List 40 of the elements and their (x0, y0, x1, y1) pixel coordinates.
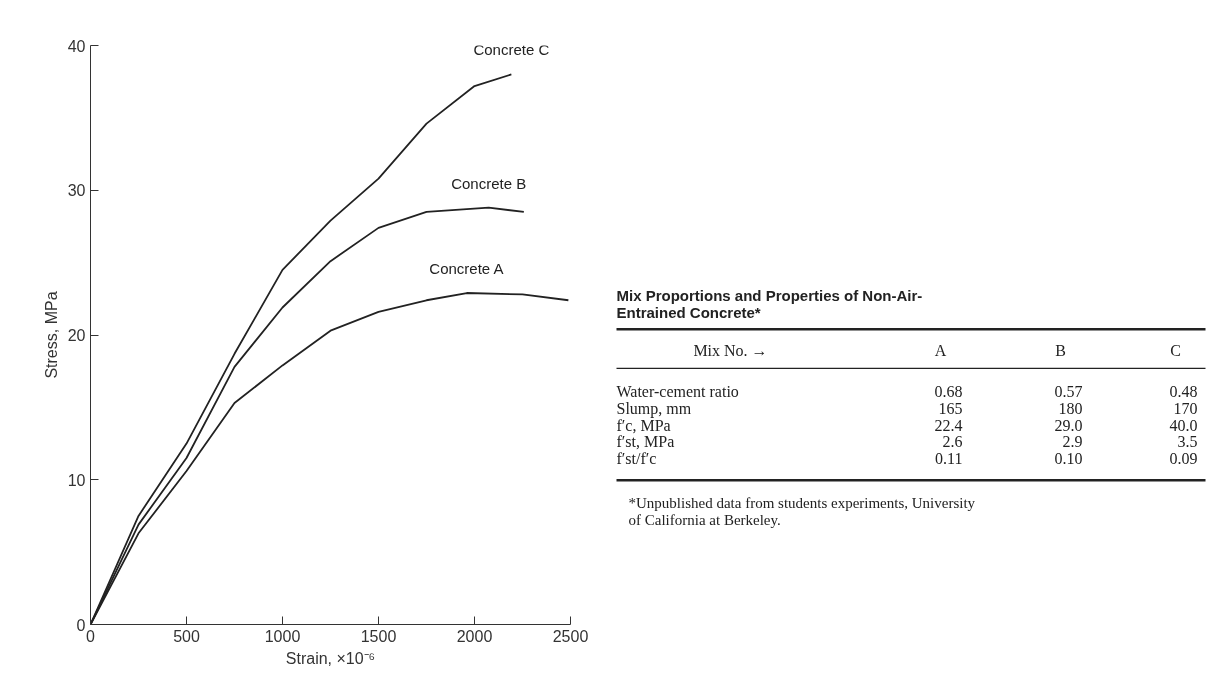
category-label: f′st/f′c (616, 449, 657, 467)
text: 22.4 (934, 416, 963, 434)
text: 180 (1058, 399, 1083, 417)
category-label: C (1170, 341, 1181, 359)
text: Mix Proportions and Properties of Non-Air-Entrained Concrete* (616, 287, 923, 322)
text: 0.68 (934, 383, 963, 401)
series-label: Concrete A (429, 260, 504, 278)
text: Mix No. → (693, 341, 768, 359)
y-tick-label: 20 (67, 327, 86, 344)
text: 0.10 (1054, 449, 1083, 467)
text: 0.09 (1169, 449, 1198, 467)
text: 0.48 (1169, 383, 1198, 401)
text: 2.9 (1062, 433, 1083, 451)
text: 0.11 (935, 449, 963, 467)
y-tick-label: 10 (67, 471, 86, 489)
text: 0.57 (1054, 383, 1083, 401)
text: 2.6 (942, 433, 963, 451)
category-label: A (934, 341, 947, 359)
y-tick-label: 30 (67, 182, 86, 200)
series-label: Concrete B (451, 174, 527, 192)
y-tick-label: 0 (76, 616, 86, 634)
y-tick-label: 40 (67, 37, 86, 55)
category-label: f′st, MPa (616, 433, 675, 451)
y-axis-title: Stress, MPa (42, 291, 60, 379)
text: 29.0 (1054, 416, 1083, 434)
x-tick-label: 1500 (360, 627, 397, 645)
x-tick-label: 1000 (264, 627, 301, 645)
category-label: Slump, mm (616, 399, 692, 417)
text: 40.0 (1169, 416, 1198, 434)
x-tick-label: 500 (173, 627, 200, 645)
series-label: Concrete C (473, 41, 550, 59)
category-label: B (1055, 341, 1066, 359)
text: *Unpublished data from students experiments, University of California at Berkeley. (628, 495, 976, 528)
text: 3.5 (1177, 433, 1198, 451)
text: 165 (938, 399, 963, 417)
category-label: Water-cement ratio (616, 383, 739, 401)
x-tick-label: 2000 (456, 627, 493, 645)
text: 170 (1173, 399, 1198, 417)
x-axis-title: Strain, ×10⁻⁶ (285, 649, 376, 667)
x-tick-label: 2500 (552, 627, 589, 645)
